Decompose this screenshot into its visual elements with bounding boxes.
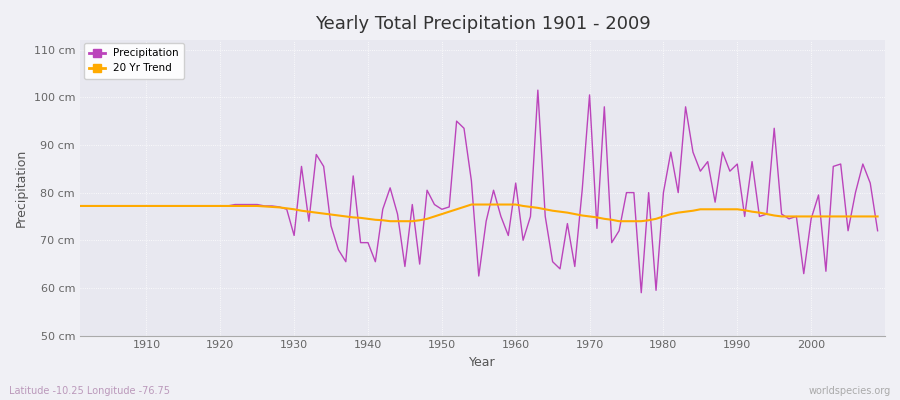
Legend: Precipitation, 20 Yr Trend: Precipitation, 20 Yr Trend bbox=[84, 43, 184, 79]
Text: Latitude -10.25 Longitude -76.75: Latitude -10.25 Longitude -76.75 bbox=[9, 386, 170, 396]
X-axis label: Year: Year bbox=[469, 356, 496, 369]
Text: worldspecies.org: worldspecies.org bbox=[809, 386, 891, 396]
Y-axis label: Precipitation: Precipitation bbox=[15, 149, 28, 227]
Title: Yearly Total Precipitation 1901 - 2009: Yearly Total Precipitation 1901 - 2009 bbox=[315, 15, 651, 33]
